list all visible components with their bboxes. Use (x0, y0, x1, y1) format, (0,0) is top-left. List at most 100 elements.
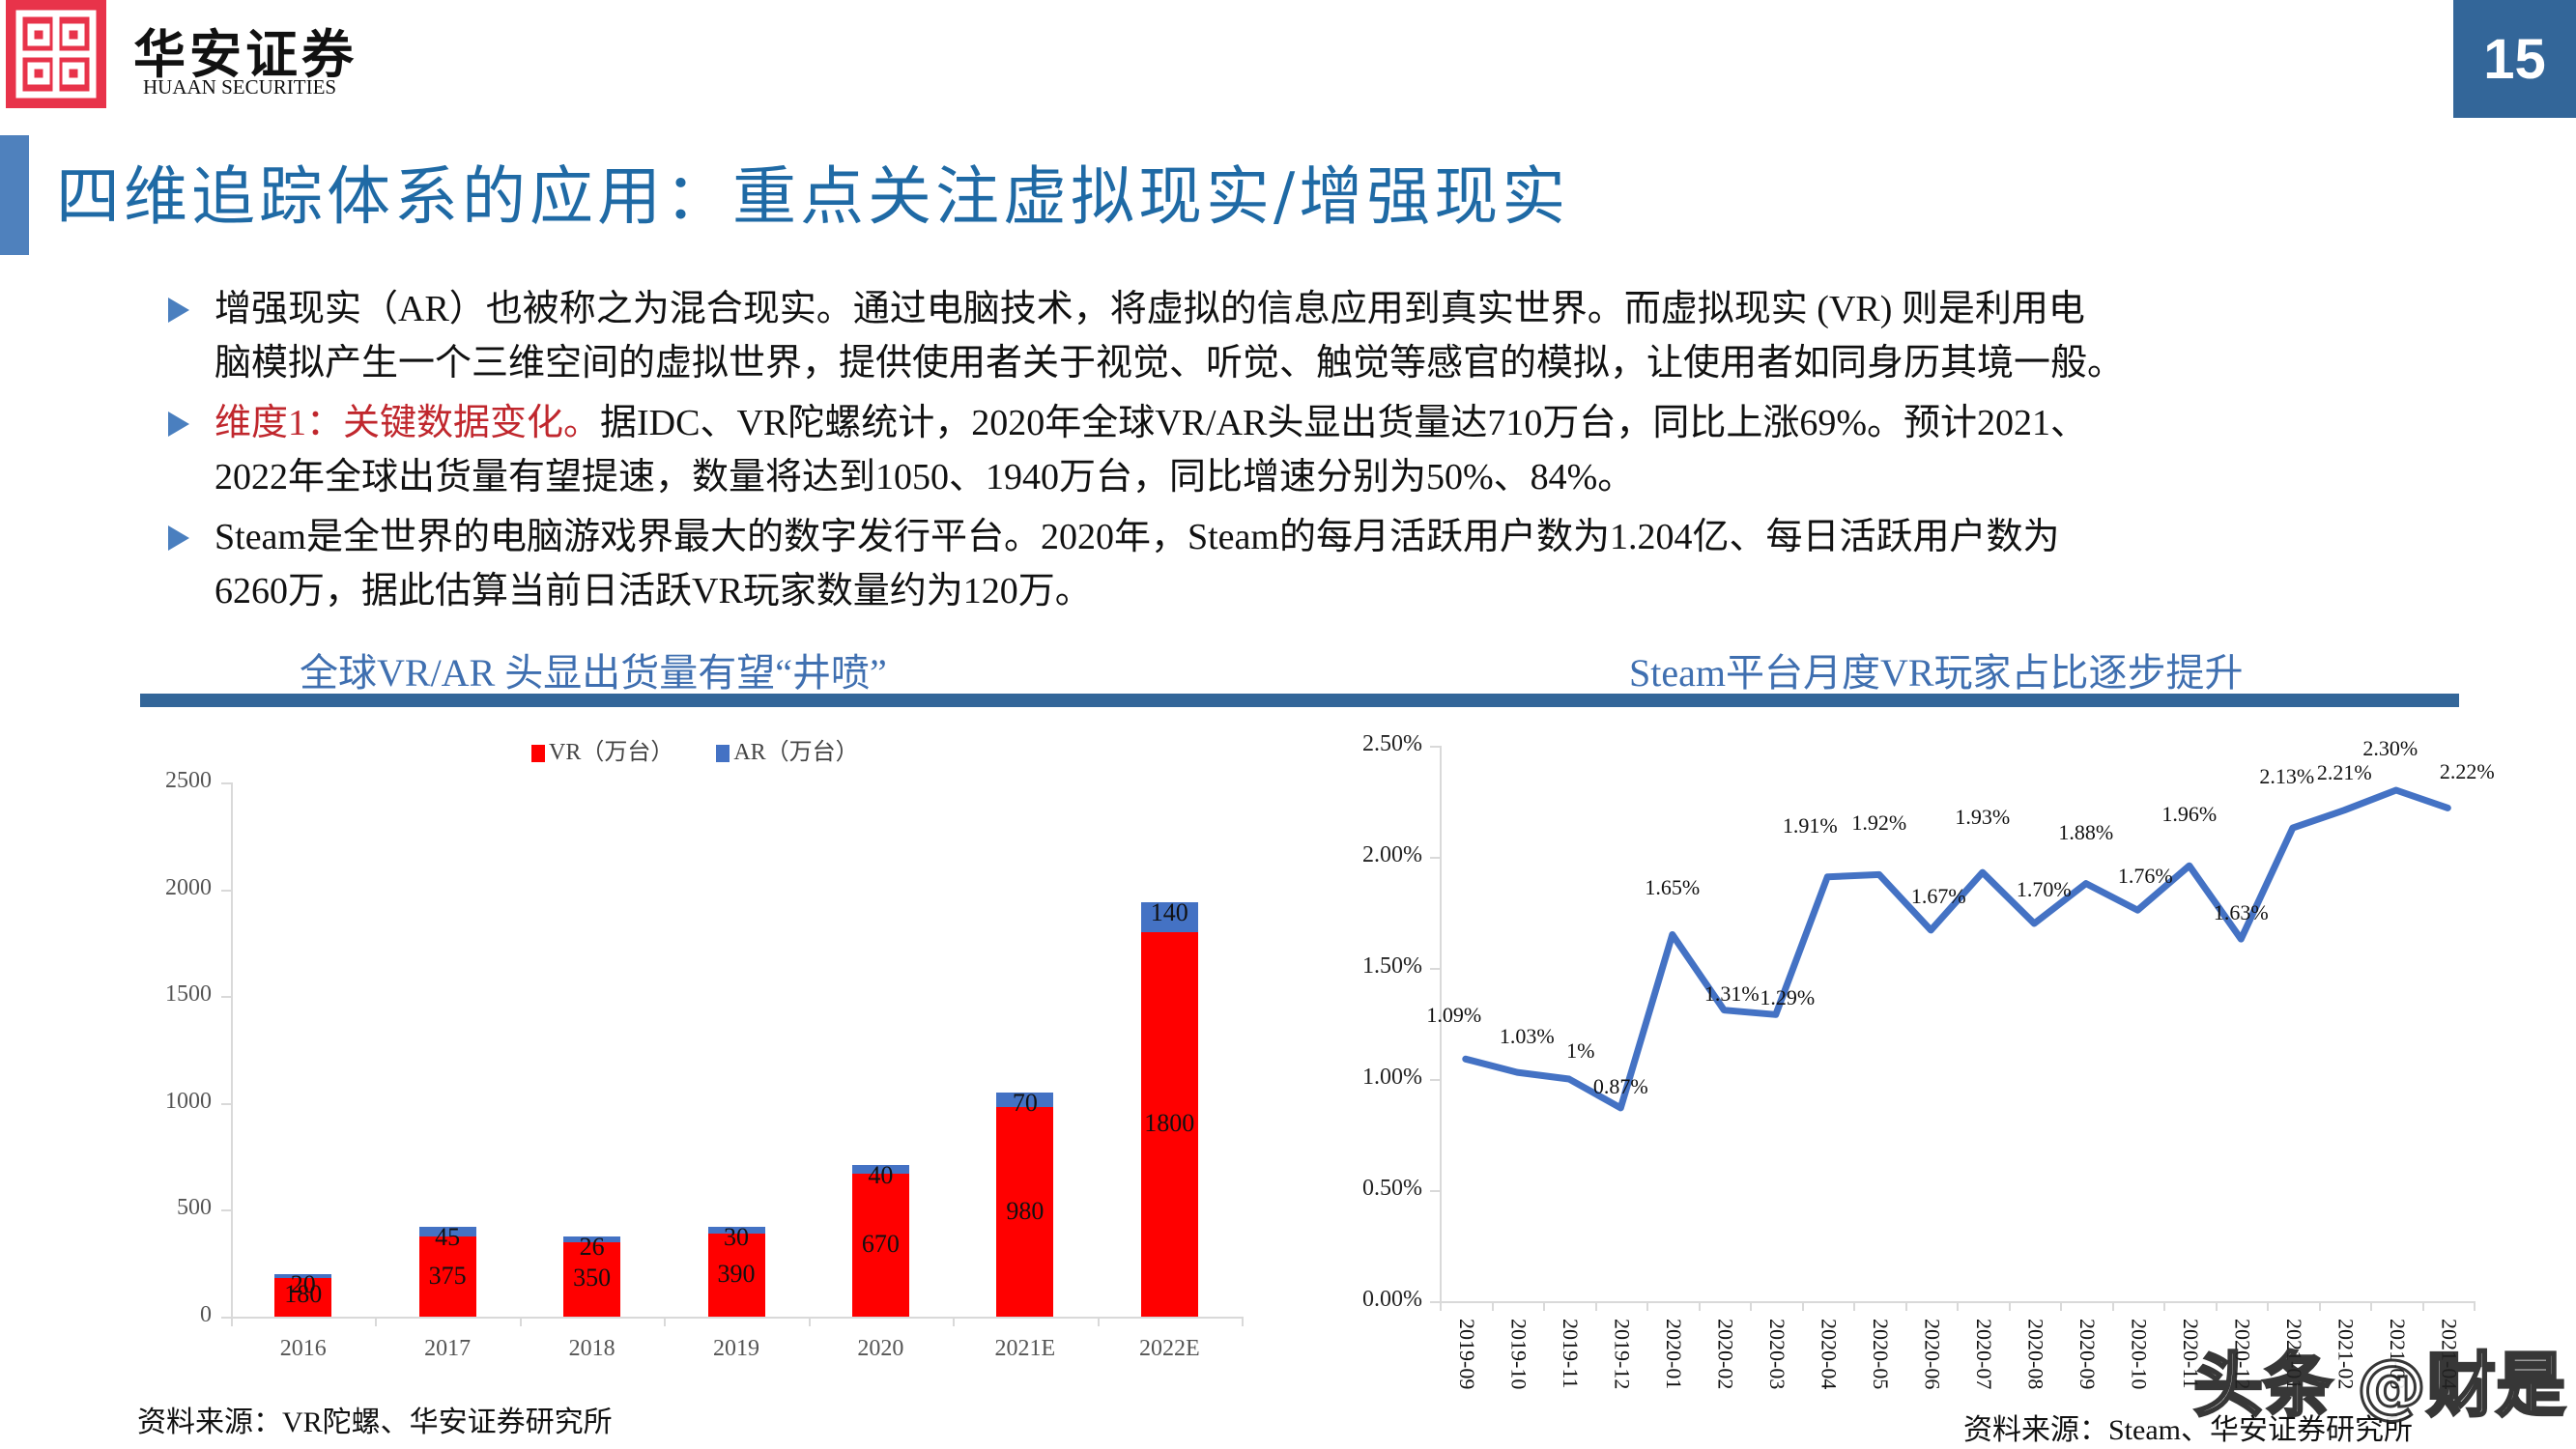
x-tick-mark (808, 1317, 811, 1326)
x-tick-label: 2018 (568, 1336, 615, 1361)
x-tick-label: 2020-11 (2178, 1319, 2203, 1389)
legend-item-vr: VR（万台） (531, 732, 673, 766)
x-tick-mark (231, 1317, 233, 1326)
x-tick-label: 2020-04 (1817, 1319, 1842, 1390)
logo-pattern-icon (15, 10, 97, 99)
data-point-label: 1.96% (2161, 802, 2218, 827)
y-tick-label: 1.50% (1362, 953, 1422, 979)
bar-segment-vr (707, 1233, 765, 1317)
x-tick-mark (1097, 1317, 1100, 1326)
x-tick-label: 2020-03 (1764, 1319, 1789, 1390)
data-point-label: 2.13% (2259, 764, 2315, 789)
logo-text-en: HUAAN SECURITIES (143, 75, 337, 99)
bar-segment-ar (851, 1164, 909, 1174)
bar-segment-ar (418, 1227, 476, 1237)
bar-value-ar: 20 (290, 1269, 316, 1298)
bar-segment-vr (1140, 931, 1198, 1317)
x-tick-label: 2019-11 (1558, 1319, 1583, 1389)
bar-segment-ar (563, 1236, 621, 1242)
data-point-label: 1.91% (1782, 812, 1838, 838)
x-tick-label: 2017 (424, 1336, 472, 1361)
x-tick-mark (2421, 1301, 2424, 1311)
bullet-list: 增强现实（AR）也被称之为混合现实。通过电脑技术，将虚拟的信息应用到真实世界。而… (164, 282, 2503, 624)
right-chart-source: 资料来源：Steam、华安证券研究所 (1963, 1414, 2413, 1446)
y-tick-label: 0 (200, 1302, 212, 1327)
bar-value-vr: 670 (861, 1229, 900, 1258)
data-point-label: 1.63% (2213, 900, 2269, 925)
data-point-label: 1.92% (1851, 810, 1907, 836)
x-tick-label: 2019 (713, 1336, 759, 1361)
bar-segment-vr (563, 1241, 621, 1317)
bar-value-vr: 375 (428, 1261, 467, 1290)
x-tick-label: 2022E (1138, 1336, 1200, 1361)
bullet-arrow-icon (168, 526, 189, 551)
x-tick-mark (1646, 1301, 1648, 1311)
bar-value-ar: 30 (724, 1223, 749, 1252)
right-line-chart: 0.00% 0.50% 1.00% 1.50% 2.00% 2.50% 1.09% 1.03%… (1362, 731, 2495, 1390)
vr-share-line (1462, 786, 2451, 1112)
logo-mark (6, 0, 106, 108)
x-tick-mark (519, 1317, 522, 1326)
x-tick-mark (2474, 1301, 2476, 1311)
x-tick-mark (1750, 1301, 1752, 1311)
x-tick-mark (2163, 1301, 2165, 1311)
y-axis (231, 782, 233, 1317)
x-tick-label: 2019-09 (1454, 1319, 1479, 1390)
legend-swatch-ar (716, 745, 730, 763)
x-axis (1430, 1301, 2474, 1303)
x-tick-mark (664, 1317, 667, 1326)
x-tick-mark (1853, 1301, 1855, 1311)
x-tick-label: 2021-03 (2385, 1319, 2410, 1390)
y-tick-label: 1500 (165, 981, 212, 1008)
y-tick-label: 500 (177, 1195, 212, 1221)
bar-segment-ar (707, 1227, 765, 1234)
y-tick-label: 2.00% (1362, 842, 1422, 867)
x-axis (221, 1317, 1242, 1319)
data-point-label: 2.21% (2316, 759, 2372, 784)
y-tick-mark (221, 996, 231, 999)
y-tick-mark (221, 1102, 231, 1105)
x-tick-label: 2021-04 (2437, 1319, 2462, 1390)
data-point-label: 1.03% (1499, 1024, 1555, 1049)
data-point-label: 1.76% (2117, 864, 2173, 889)
bar-segment-ar (274, 1273, 332, 1279)
data-point-label: 2.30% (2362, 736, 2419, 760)
bar-value-ar: 40 (868, 1160, 894, 1189)
bullet-line: 脑模拟产生一个三维空间的虚拟世界，提供使用者关于视觉、听觉、触觉等感官的模拟，让… (215, 343, 2125, 384)
y-tick-label: 2500 (165, 768, 212, 793)
x-tick-mark (2267, 1301, 2269, 1311)
y-tick-mark (1430, 968, 1440, 970)
x-tick-mark (953, 1317, 956, 1326)
logo-text-cn: 华安证券 (133, 23, 358, 85)
x-tick-label: 2020-05 (1868, 1319, 1893, 1390)
y-tick-mark (1430, 1301, 1440, 1303)
left-chart-title: 全球VR/AR 头显出货量有望“井喷” (300, 651, 887, 695)
bar-segment-vr (996, 1107, 1054, 1317)
x-tick-mark (2060, 1301, 2062, 1311)
x-tick-label: 2020-08 (2023, 1319, 2048, 1390)
x-tick-label: 2021E (994, 1336, 1056, 1361)
bar-value-vr: 980 (1006, 1196, 1045, 1225)
data-point-label: 1.93% (1955, 805, 2011, 830)
bullet-item: 增强现实（AR）也被称之为混合现实。通过电脑技术，将虚拟的信息应用到真实世界。而… (164, 282, 2503, 390)
x-tick-label: 2021-02 (2333, 1319, 2359, 1390)
data-point-label: 1.31% (1703, 980, 1760, 1006)
y-tick-label: 0.00% (1362, 1287, 1422, 1312)
data-point-label: 1.29% (1760, 985, 1816, 1010)
x-tick-mark (2370, 1301, 2372, 1311)
bullet-item: 维度1：关键数据变化。据IDC、VR陀螺统计，2020年全球VR/AR头显出货量… (164, 396, 2503, 504)
x-tick-mark (1594, 1301, 1597, 1311)
bullet-line: Steam是全世界的电脑游戏界最大的数字发行平台。2020年，Steam的每月活… (215, 517, 2060, 557)
data-point-label: 1.70% (2016, 877, 2072, 901)
bar-value-vr: 180 (284, 1280, 323, 1309)
y-tick-label: 0.50% (1362, 1176, 1422, 1201)
title-accent-bar (0, 135, 29, 255)
x-tick-label: 2020-10 (2127, 1319, 2152, 1390)
x-tick-label: 2019-10 (1506, 1319, 1531, 1390)
data-point-label: 1.67% (1910, 883, 1966, 908)
bullet-item: Steam是全世界的电脑游戏界最大的数字发行平台。2020年，Steam的每月活… (164, 510, 2503, 618)
x-tick-label: 2019-12 (1610, 1319, 1635, 1390)
x-tick-mark (1242, 1317, 1244, 1326)
bullet-line: 增强现实（AR）也被称之为混合现实。通过电脑技术，将虚拟的信息应用到真实世界。而… (215, 289, 2085, 329)
bar-value-ar: 70 (1012, 1088, 1038, 1117)
